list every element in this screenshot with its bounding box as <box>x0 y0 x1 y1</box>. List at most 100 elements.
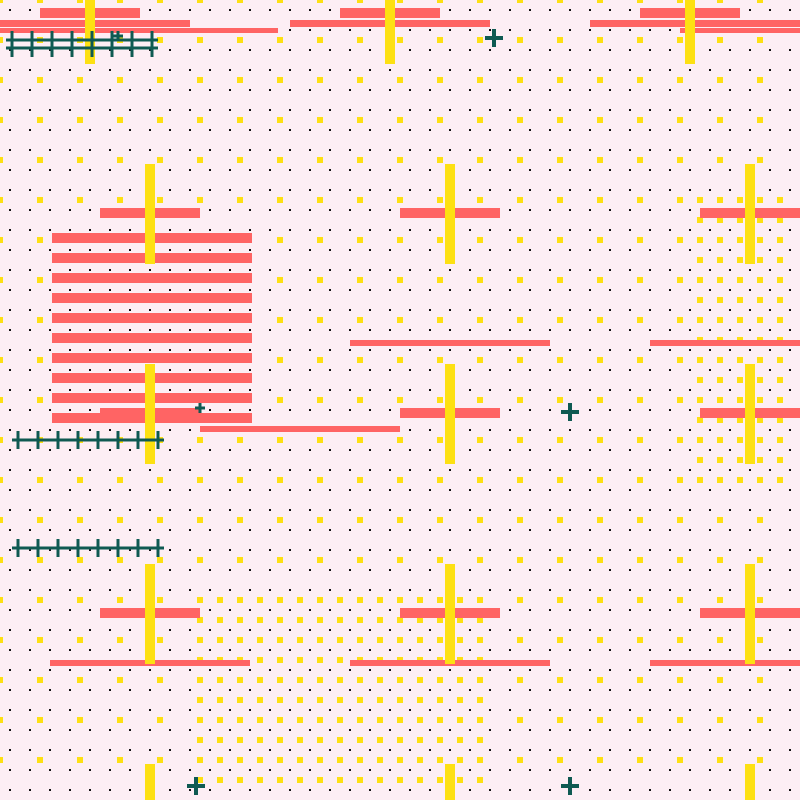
grid-dot <box>29 629 31 631</box>
yellow-square <box>517 197 523 203</box>
grid-dot <box>449 109 451 111</box>
grid-dot <box>529 329 531 331</box>
grid-dot <box>409 29 411 31</box>
grid-dot <box>9 329 11 331</box>
yellow-square <box>0 597 3 603</box>
grid-dot <box>369 709 371 711</box>
grid-dot <box>309 329 311 331</box>
grid-dot <box>469 449 471 451</box>
yellow-square <box>377 717 383 723</box>
yellow-square <box>237 737 243 743</box>
yellow-square <box>477 697 483 703</box>
yellow-square <box>517 677 523 683</box>
grid-dot <box>49 229 51 231</box>
yellow-square <box>377 757 383 763</box>
grid-dot <box>69 189 71 191</box>
grid-dot <box>69 789 71 791</box>
yellow-square <box>717 297 723 303</box>
grid-dot <box>189 349 191 351</box>
yellow-square <box>557 677 563 683</box>
grid-dot <box>529 669 531 671</box>
grid-dot <box>609 709 611 711</box>
grid-dot <box>489 89 491 91</box>
grid-dot <box>729 109 731 111</box>
grid-dot <box>9 189 11 191</box>
yellow-square <box>477 757 483 763</box>
grid-dot <box>9 729 11 731</box>
grid-dot <box>9 409 11 411</box>
grid-dot <box>229 109 231 111</box>
grid-dot <box>769 329 771 331</box>
yellow-square <box>297 677 303 683</box>
grid-dot <box>309 569 311 571</box>
yellow-square <box>397 357 403 363</box>
grid-dot <box>249 249 251 251</box>
grid-dot <box>129 689 131 691</box>
yellow-bar <box>745 764 755 800</box>
grid-dot <box>789 229 791 231</box>
yellow-bar <box>145 164 155 264</box>
grid-dot <box>369 489 371 491</box>
yellow-square <box>437 117 443 123</box>
grid-dot <box>9 389 11 391</box>
grid-dot <box>349 109 351 111</box>
grid-dot <box>709 289 711 291</box>
grid-dot <box>169 569 171 571</box>
yellow-square <box>477 157 483 163</box>
grid-dot <box>9 249 11 251</box>
yellow-square <box>677 197 683 203</box>
grid-dot <box>369 469 371 471</box>
yellow-square <box>457 717 463 723</box>
grid-dot <box>789 89 791 91</box>
grid-dot <box>289 649 291 651</box>
grid-dot <box>529 129 531 131</box>
grid-dot <box>789 649 791 651</box>
yellow-square <box>197 677 203 683</box>
grid-dot <box>29 769 31 771</box>
yellow-square <box>0 277 3 283</box>
grid-dot <box>509 29 511 31</box>
grid-dot <box>89 309 91 311</box>
grid-dot <box>49 209 51 211</box>
yellow-square <box>277 237 283 243</box>
yellow-square <box>277 37 283 43</box>
grid-dot <box>469 389 471 391</box>
grid-dot <box>589 429 591 431</box>
grid-dot <box>209 69 211 71</box>
yellow-square <box>417 617 423 623</box>
grid-dot <box>629 689 631 691</box>
grid-dot <box>289 669 291 671</box>
grid-dot <box>269 469 271 471</box>
grid-dot <box>149 529 151 531</box>
grid-dot <box>229 749 231 751</box>
grid-dot <box>569 269 571 271</box>
grid-dot <box>589 729 591 731</box>
grid-dot <box>629 709 631 711</box>
yellow-square <box>417 757 423 763</box>
yellow-square <box>37 117 43 123</box>
grid-dot <box>209 649 211 651</box>
grid-dot <box>169 749 171 751</box>
grid-dot <box>409 169 411 171</box>
yellow-square <box>737 397 743 403</box>
grid-dot <box>569 569 571 571</box>
grid-dot <box>609 29 611 31</box>
grid-dot <box>209 269 211 271</box>
grid-dot <box>49 369 51 371</box>
yellow-square <box>677 677 683 683</box>
grid-dot <box>589 29 591 31</box>
grid-dot <box>9 749 11 751</box>
grid-dot <box>29 309 31 311</box>
grid-dot <box>149 549 151 551</box>
grid-dot <box>529 469 531 471</box>
yellow-square <box>77 717 83 723</box>
yellow-square <box>677 77 683 83</box>
grid-dot <box>369 569 371 571</box>
grid-dot <box>589 249 591 251</box>
grid-dot <box>89 349 91 351</box>
grid-dot <box>409 629 411 631</box>
grid-dot <box>309 689 311 691</box>
grid-dot <box>529 89 531 91</box>
grid-dot <box>609 349 611 351</box>
yellow-square <box>117 517 123 523</box>
